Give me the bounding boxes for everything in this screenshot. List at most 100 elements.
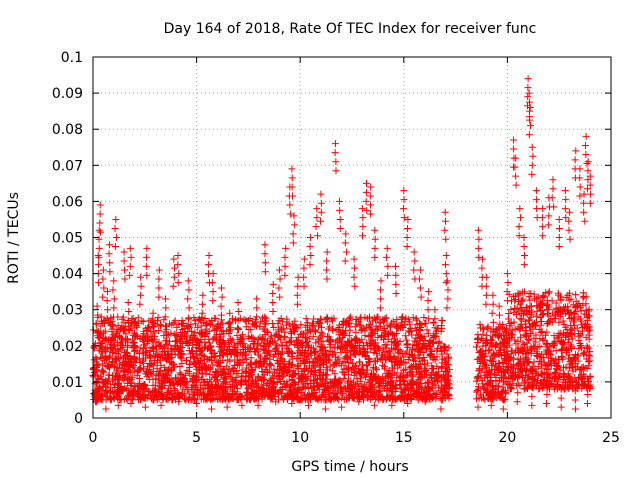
data-point: [160, 332, 168, 340]
data-point: [408, 363, 416, 371]
data-point: [506, 380, 514, 388]
data-point: [576, 183, 584, 191]
data-point: [421, 336, 429, 344]
data-point: [223, 346, 231, 354]
data-point: [566, 329, 574, 337]
data-point: [360, 383, 368, 391]
data-point: [146, 361, 154, 369]
data-point: [547, 362, 555, 370]
data-point: [276, 293, 284, 301]
data-point: [199, 291, 207, 299]
data-point: [410, 266, 418, 274]
data-point: [304, 401, 312, 409]
data-point: [175, 398, 183, 406]
data-point: [95, 244, 103, 252]
data-point: [499, 338, 507, 346]
data-point: [253, 313, 261, 321]
data-point: [562, 323, 570, 331]
data-point: [375, 396, 383, 404]
data-point: [238, 401, 246, 409]
data-point: [331, 375, 339, 383]
data-point: [239, 359, 247, 367]
data-point: [586, 352, 594, 360]
data-point: [437, 396, 445, 404]
data-point: [521, 317, 529, 325]
data-point: [522, 303, 530, 311]
data-point: [512, 172, 520, 180]
data-point: [582, 150, 590, 158]
data-point: [580, 190, 588, 198]
data-point: [134, 391, 142, 399]
data-point: [576, 342, 584, 350]
data-point: [226, 357, 234, 365]
data-point: [526, 330, 534, 338]
data-point: [371, 235, 379, 243]
data-point: [400, 366, 408, 374]
data-point: [251, 364, 259, 372]
data-point: [269, 289, 277, 297]
data-point: [276, 378, 284, 386]
data-point: [201, 364, 209, 372]
data-point: [185, 323, 193, 331]
data-point: [260, 371, 268, 379]
data-point: [131, 358, 139, 366]
data-point: [367, 369, 375, 377]
data-point: [107, 314, 115, 322]
data-point: [116, 325, 124, 333]
data-point: [326, 347, 334, 355]
data-point: [185, 314, 193, 322]
data-point: [428, 394, 436, 402]
data-point: [409, 371, 417, 379]
data-point: [278, 341, 286, 349]
data-point: [253, 295, 261, 303]
data-point: [286, 201, 294, 209]
data-point: [474, 335, 482, 343]
data-point: [153, 346, 161, 354]
data-point: [121, 368, 129, 376]
data-point: [377, 277, 385, 285]
data-point: [385, 347, 393, 355]
data-point: [352, 381, 360, 389]
data-point: [288, 382, 296, 390]
data-point: [220, 339, 228, 347]
data-point: [581, 380, 589, 388]
data-point: [533, 205, 541, 213]
data-point: [479, 255, 487, 263]
data-point: [561, 187, 569, 195]
data-point: [518, 316, 526, 324]
data-point: [511, 163, 519, 171]
data-point: [219, 327, 227, 335]
data-point: [489, 325, 497, 333]
data-point: [238, 336, 246, 344]
data-point: [302, 315, 310, 323]
data-point: [428, 348, 436, 356]
data-point: [403, 341, 411, 349]
data-point: [323, 356, 331, 364]
data-point: [217, 284, 225, 292]
data-point: [404, 400, 412, 408]
data-point: [482, 282, 490, 290]
data-point: [350, 371, 358, 379]
data-point: [102, 344, 110, 352]
data-point: [205, 335, 213, 343]
data-point: [294, 388, 302, 396]
data-point: [343, 365, 351, 373]
data-point: [104, 288, 112, 296]
data-point: [288, 183, 296, 191]
data-point: [523, 359, 531, 367]
data-point: [98, 386, 106, 394]
data-point: [207, 396, 215, 404]
data-point: [274, 333, 282, 341]
data-point: [127, 253, 135, 261]
data-point: [120, 319, 128, 327]
data-point: [411, 357, 419, 365]
data-point: [510, 318, 518, 326]
data-point: [276, 275, 284, 283]
data-point: [128, 315, 136, 323]
data-point: [572, 303, 580, 311]
data-point: [321, 405, 329, 413]
data-point: [90, 364, 98, 372]
data-point: [582, 300, 590, 308]
data-point: [324, 332, 332, 340]
data-point: [130, 355, 138, 363]
